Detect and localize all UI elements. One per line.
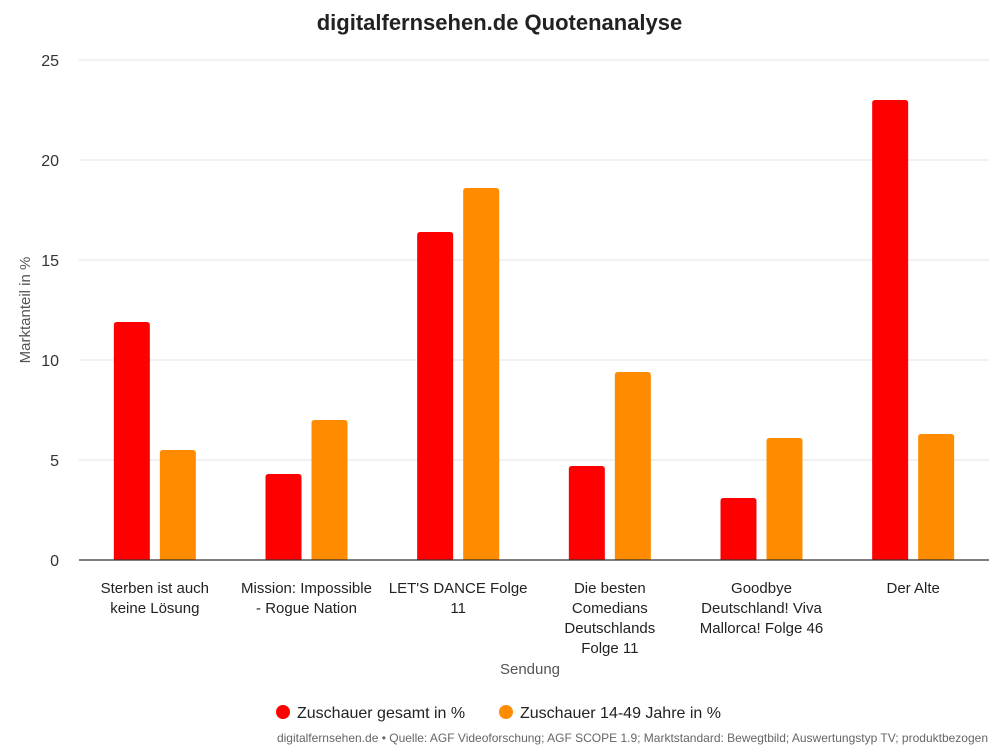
bar-gesamt [872,100,909,560]
y-tick-label: 25 [41,53,59,70]
bar-gesamt [417,232,454,560]
bar-14-49 [766,438,803,560]
y-tick-label: 10 [41,353,59,370]
source-note: digitalfernsehen.de • Quelle: AGF Videof… [277,731,988,745]
bar-14-49 [463,188,500,560]
x-category-label-line: Mission: Impossible [241,580,372,597]
x-category-label-line: Folge 11 [581,640,638,657]
x-category-label-line: Sterben ist auch [101,580,209,597]
y-tick-label: 5 [50,453,59,470]
x-category-label-line: Deutschlands [564,620,655,637]
y-axis-title: Marktanteil in % [17,257,34,364]
legend-swatch [276,705,290,719]
bar-14-49 [311,420,348,560]
y-tick-label: 20 [41,153,59,170]
legend-label: Zuschauer gesamt in % [297,705,465,722]
bar-14-49 [918,434,955,560]
legend: Zuschauer gesamt in % Zuschauer 14-49 Jah… [276,705,721,722]
x-category-label: Mission: Impossible - Rogue Nation [241,580,372,617]
bar-gesamt [113,322,150,560]
x-category-label-line: Deutschland! Viva [701,600,822,617]
x-category-label: Der Alte [886,580,939,597]
x-category-label-line: - Rogue Nation [256,600,357,617]
y-tick-label: 0 [50,553,59,570]
y-axis-ticks: 0 5 10 15 20 25 [41,53,59,570]
x-category-label-line: Comedians [572,600,648,617]
x-category-label-line: Der Alte [886,580,939,597]
x-category-label-line: keine Lösung [110,600,199,617]
bar-gesamt [568,466,605,560]
x-category-label-line: Mallorca! Folge 46 [700,620,823,637]
bar-gesamt [265,474,302,560]
x-category-label: Goodbye Deutschland! Viva Mallorca! Folge … [700,580,823,637]
x-category-label-line: 11 [450,600,466,617]
x-axis-categories: Sterben ist auch keine Lösung Mission: Imp… [101,580,940,657]
x-category-label: Die besten Comedians Deutschlands Folge 11 [564,580,655,657]
legend-label: Zuschauer 14-49 Jahre in % [520,705,721,722]
bar-14-49 [614,372,651,560]
bar-gesamt [720,498,757,560]
x-category-label-line: Die besten [574,580,646,597]
x-category-label: Sterben ist auch keine Lösung [101,580,209,617]
x-category-label-line: Goodbye [731,580,792,597]
x-category-label-line: LET'S DANCE Folge [389,580,528,597]
y-tick-label: 15 [41,253,59,270]
gridlines [79,59,989,461]
bars [113,100,955,560]
bar-14-49 [159,450,196,560]
legend-swatch [499,705,513,719]
chart-title: digitalfernsehen.de Quotenanalyse [317,10,683,35]
x-category-label: LET'S DANCE Folge 11 [389,580,528,617]
x-axis-title: Sendung [500,661,560,678]
